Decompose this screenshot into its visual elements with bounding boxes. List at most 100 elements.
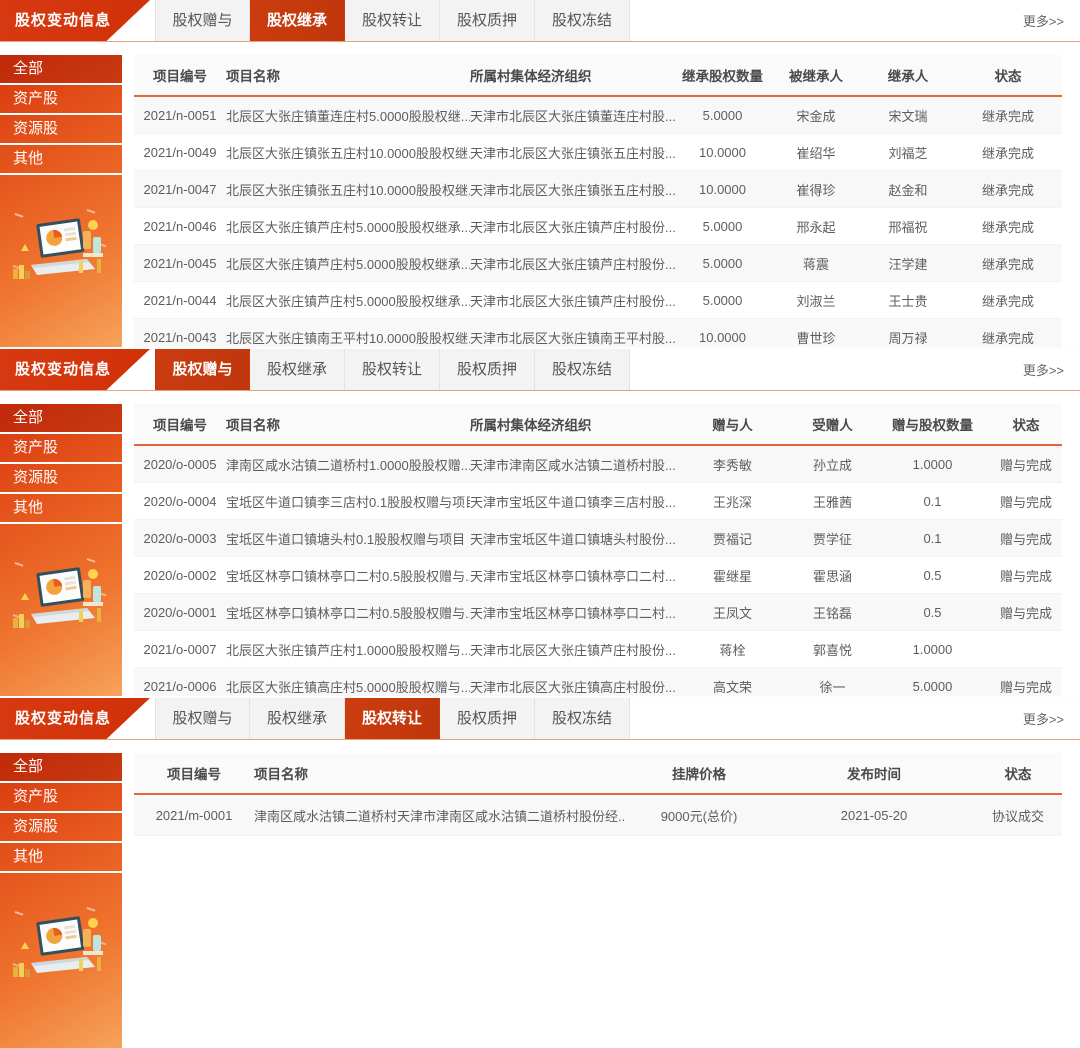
sidebar-item-resource-shares[interactable]: 资源股 — [0, 464, 122, 494]
tab-equity-freeze[interactable]: 股权冻结 — [535, 0, 630, 41]
cell: 津南区咸水沽镇二道桥村1.0000股股权赠... — [226, 457, 470, 473]
cell: 继承完成 — [981, 182, 1034, 198]
cell: 高文荣 — [712, 679, 752, 695]
column-header: 状态 — [1012, 418, 1040, 433]
table-body: 2021/m-0001 津南区咸水沽镇二道桥村天津市津南区咸水沽镇二道桥村股份经.… — [134, 795, 1062, 836]
sidebar-item-all[interactable]: 全部 — [0, 753, 122, 783]
sidebar-item-other[interactable]: 其他 — [0, 494, 122, 524]
cell: 1.0000 — [912, 456, 953, 472]
cell: 北辰区大张庄镇南王平村10.0000股股权继... — [226, 330, 470, 346]
table-row[interactable]: 2021/o-0006 北辰区大张庄镇高庄村5.0000股股权赠与... 天津市北辰… — [134, 668, 1062, 696]
cell: 李秀敏 — [712, 457, 752, 473]
more-link[interactable]: 更多>> — [1022, 14, 1064, 29]
cell: 2021/m-0001 — [155, 807, 233, 823]
tab-equity-freeze[interactable]: 股权冻结 — [535, 349, 630, 390]
tab-equity-gift[interactable]: 股权赠与 — [155, 698, 250, 739]
table-row[interactable]: 2021/n-0043 北辰区大张庄镇南王平村10.0000股股权继... 天津市北… — [134, 319, 1062, 347]
cell: 赠与完成 — [999, 679, 1052, 695]
tab-equity-transfer[interactable]: 股权转让 — [345, 349, 440, 390]
table-row[interactable]: 2020/o-0005 津南区咸水沽镇二道桥村1.0000股股权赠... 天津市津南… — [134, 446, 1062, 483]
cell: 赠与完成 — [999, 531, 1052, 547]
tab-group: 股权赠与 股权继承 股权转让 股权质押 股权冻结 — [155, 349, 630, 390]
cell: 王士贵 — [888, 293, 928, 309]
cell: 宝坻区牛道口镇李三店村0.1股股权赠与项目 — [226, 494, 470, 510]
tab-equity-pledge[interactable]: 股权质押 — [440, 349, 535, 390]
cell: 北辰区大张庄镇高庄村5.0000股股权赠与... — [226, 679, 470, 695]
table-row[interactable]: 2021/n-0047 北辰区大张庄镇张五庄村10.0000股股权继... 天津市北… — [134, 171, 1062, 208]
category-sidebar: 全部 资产股 资源股 其他 — [0, 753, 122, 1048]
table-row[interactable]: 2020/o-0003 宝坻区牛道口镇塘头村0.1股股权赠与项目 天津市宝坻区牛道口… — [134, 520, 1062, 557]
tab-equity-gift[interactable]: 股权赠与 — [155, 349, 250, 390]
cell: 天津市北辰区大张庄镇南王平村股... — [470, 330, 675, 346]
table-row[interactable]: 2021/n-0045 北辰区大张庄镇芦庄村5.0000股股权继承... 天津市北辰… — [134, 245, 1062, 282]
cell: 赠与完成 — [999, 457, 1052, 473]
cell: 宝坻区林亭口镇林亭口二村0.5股股权赠与... — [226, 568, 470, 584]
tab-equity-pledge[interactable]: 股权质押 — [440, 698, 535, 739]
section-content: 全部 资产股 资源股 其他 — [0, 740, 1080, 1048]
tab-equity-pledge[interactable]: 股权质押 — [440, 0, 535, 41]
cell: 天津市宝坻区牛道口镇塘头村股份... — [470, 531, 675, 547]
table-row[interactable]: 2021/n-0051 北辰区大张庄镇董连庄村5.0000股股权继... 天津市北辰… — [134, 97, 1062, 134]
table-row[interactable]: 2020/o-0001 宝坻区林亭口镇林亭口二村0.5股股权赠与... 天津市宝坻区… — [134, 594, 1062, 631]
cell: 0.5 — [923, 567, 942, 583]
table-row[interactable]: 2021/m-0001 津南区咸水沽镇二道桥村天津市津南区咸水沽镇二道桥村股份经.… — [134, 795, 1062, 836]
cell: 郭喜悦 — [812, 642, 852, 658]
sidebar-item-all[interactable]: 全部 — [0, 55, 122, 85]
section-title-banner: 股权变动信息 — [0, 698, 150, 739]
column-header: 所属村集体经济组织 — [470, 69, 592, 84]
cell: 贾学征 — [812, 531, 852, 547]
table-row[interactable]: 2021/n-0044 北辰区大张庄镇芦庄村5.0000股股权继承... 天津市北辰… — [134, 282, 1062, 319]
tab-equity-inheritance[interactable]: 股权继承 — [250, 698, 345, 739]
cell: 天津市北辰区大张庄镇董连庄村股... — [470, 108, 675, 124]
table-row[interactable]: 2021/n-0046 北辰区大张庄镇芦庄村5.0000股股权继承... 天津市北辰… — [134, 208, 1062, 245]
cell: 北辰区大张庄镇张五庄村10.0000股股权继... — [226, 145, 470, 161]
table-row[interactable]: 2020/o-0004 宝坻区牛道口镇李三店村0.1股股权赠与项目 天津市宝坻区牛道… — [134, 483, 1062, 520]
sidebar-item-resource-shares[interactable]: 资源股 — [0, 115, 122, 145]
cell: 霍思涵 — [812, 568, 852, 584]
sidebar-item-asset-shares[interactable]: 资产股 — [0, 85, 122, 115]
cell: 王凤文 — [712, 605, 752, 621]
cell: 北辰区大张庄镇芦庄村1.0000股股权赠与... — [226, 642, 470, 658]
table-row[interactable]: 2021/n-0049 北辰区大张庄镇张五庄村10.0000股股权继... 天津市北… — [134, 134, 1062, 171]
tab-equity-freeze[interactable]: 股权冻结 — [535, 698, 630, 739]
tab-equity-transfer[interactable]: 股权转让 — [345, 698, 440, 739]
table-row[interactable]: 2020/o-0002 宝坻区林亭口镇林亭口二村0.5股股权赠与... 天津市宝坻区… — [134, 557, 1062, 594]
more-link[interactable]: 更多>> — [1022, 363, 1064, 378]
cell: 天津市北辰区大张庄镇芦庄村股份... — [470, 642, 675, 658]
sidebar-item-all[interactable]: 全部 — [0, 404, 122, 434]
cell: 5.0000 — [702, 255, 743, 271]
cell: 2021/n-0046 — [143, 218, 217, 234]
cell: 继承完成 — [981, 293, 1034, 309]
section-tabbar: 股权变动信息 股权赠与 股权继承 股权转让 股权质押 股权冻结 更多>> — [0, 349, 1080, 391]
sidebar-item-resource-shares[interactable]: 资源股 — [0, 813, 122, 843]
tab-equity-inheritance[interactable]: 股权继承 — [250, 349, 345, 390]
table-body: 2021/n-0051 北辰区大张庄镇董连庄村5.0000股股权继... 天津市北辰… — [134, 97, 1062, 347]
sidebar-item-other[interactable]: 其他 — [0, 843, 122, 873]
category-sidebar: 全部 资产股 资源股 其他 — [0, 404, 122, 696]
cell: 津南区咸水沽镇二道桥村天津市津南区咸水沽镇二道桥村股份经... — [254, 808, 624, 824]
cell: 天津市北辰区大张庄镇芦庄村股份... — [470, 293, 675, 309]
laptop-chart-illustration — [12, 558, 107, 628]
cell: 宝坻区牛道口镇塘头村0.1股股权赠与项目 — [226, 531, 466, 547]
tab-equity-transfer[interactable]: 股权转让 — [345, 0, 440, 41]
sidebar-item-other[interactable]: 其他 — [0, 145, 122, 175]
cell: 曹世珍 — [796, 330, 836, 346]
more-link[interactable]: 更多>> — [1022, 712, 1064, 727]
section-tabbar: 股权变动信息 股权赠与 股权继承 股权转让 股权质押 股权冻结 更多>> — [0, 0, 1080, 42]
cell: 继承完成 — [981, 219, 1034, 235]
cell: 王铭磊 — [812, 605, 852, 621]
sidebar-item-asset-shares[interactable]: 资产股 — [0, 434, 122, 464]
section-title-banner: 股权变动信息 — [0, 349, 150, 390]
tab-equity-gift[interactable]: 股权赠与 — [155, 0, 250, 41]
section-equity-gift: 股权变动信息 股权赠与 股权继承 股权转让 股权质押 股权冻结 更多>> 全部 … — [0, 349, 1080, 696]
tab-equity-inheritance[interactable]: 股权继承 — [250, 0, 345, 41]
cell: 天津市北辰区大张庄镇芦庄村股份... — [470, 219, 675, 235]
column-header: 被继承人 — [789, 69, 843, 84]
cell: 徐一 — [819, 679, 846, 695]
cell: 宝坻区林亭口镇林亭口二村0.5股股权赠与... — [226, 605, 470, 621]
table-header-row: 项目编号 项目名称 所属村集体经济组织 赠与人 受赠人 赠与股权数量 状态 — [134, 404, 1062, 446]
cell: 5.0000 — [912, 678, 953, 694]
column-header: 所属村集体经济组织 — [470, 418, 592, 433]
sidebar-item-asset-shares[interactable]: 资产股 — [0, 783, 122, 813]
table-row[interactable]: 2021/o-0007 北辰区大张庄镇芦庄村1.0000股股权赠与... 天津市北辰… — [134, 631, 1062, 668]
